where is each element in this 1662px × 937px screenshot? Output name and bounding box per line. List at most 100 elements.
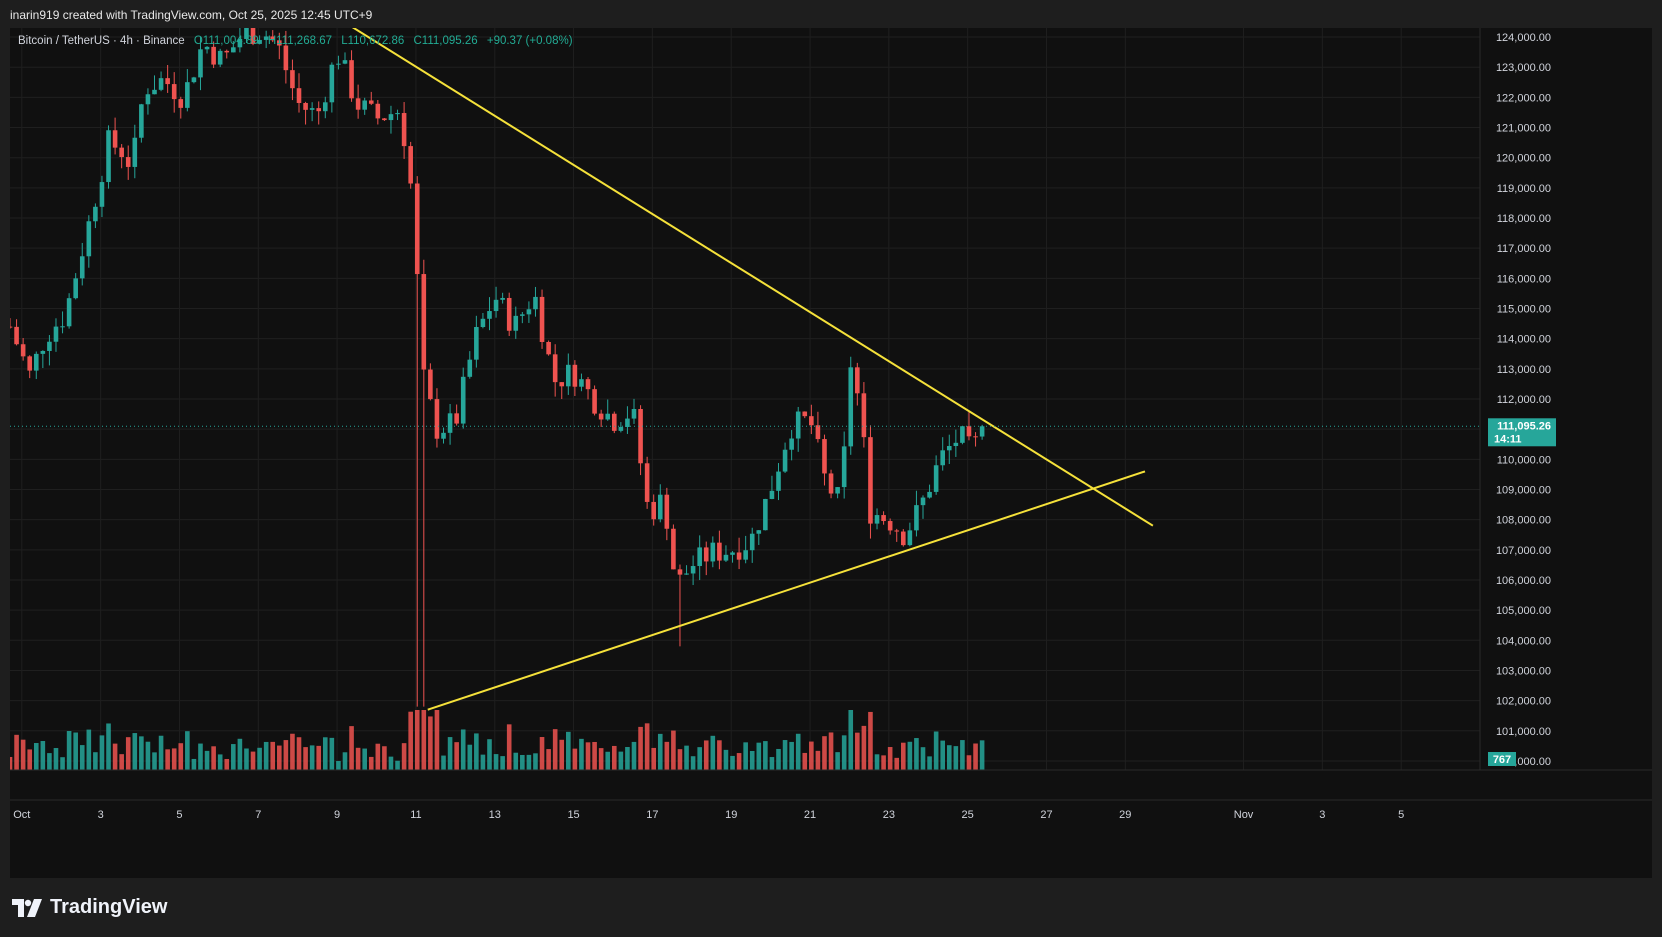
candle-body	[684, 573, 689, 575]
candle-body	[618, 427, 624, 431]
trendlines[interactable]	[349, 28, 1154, 711]
volume-bar	[769, 757, 775, 770]
volume-bar	[927, 756, 932, 770]
volume-bar	[546, 749, 551, 770]
candle-body	[907, 530, 913, 546]
volume-bar	[132, 733, 138, 770]
candle-body	[99, 182, 105, 207]
candle-body	[828, 473, 834, 494]
candle-body	[644, 463, 650, 502]
candle-body	[855, 367, 860, 394]
candle-body	[900, 531, 906, 546]
candle-body	[309, 108, 315, 110]
time-tick-label: 5	[1398, 809, 1404, 821]
candle-body	[677, 569, 683, 575]
volume-bar	[211, 746, 216, 770]
time-tick-label: 3	[1319, 809, 1325, 821]
price-tick-label: 110,000.00	[1497, 454, 1551, 466]
candle-body	[277, 40, 282, 46]
volume-bar	[684, 745, 689, 770]
tradingview-logo[interactable]: TradingView	[12, 896, 167, 919]
volume-bar	[848, 710, 854, 770]
candle-body	[552, 354, 558, 383]
candle-countdown: 14:11	[1494, 433, 1522, 445]
volume-bar	[237, 738, 243, 770]
candle-body	[428, 369, 433, 400]
volume-bar	[99, 735, 105, 770]
price-scale-background[interactable]	[1480, 28, 1652, 770]
volume-bar	[434, 710, 440, 770]
volume-bar	[60, 757, 65, 770]
trendline	[351, 28, 1154, 527]
candle-body	[638, 409, 643, 464]
volume-bar	[119, 754, 124, 770]
volume-bar	[257, 747, 262, 770]
volume-bar	[217, 754, 223, 770]
candle-body	[454, 413, 459, 424]
candle-body	[20, 344, 26, 357]
volume-bar	[421, 710, 427, 770]
volume-bar	[454, 742, 459, 770]
time-axis[interactable]: Oct 3 5 7 9 11 13 15 17 19 21 23 25 27 29 Nov 3 5	[13, 809, 1404, 821]
time-tick-label: 9	[334, 809, 340, 821]
candle-body	[14, 326, 19, 345]
price-tick-label: 116,000.00	[1497, 273, 1551, 285]
volume-bar	[506, 724, 512, 770]
candle-body	[513, 315, 519, 331]
time-tick-label: Oct	[13, 809, 30, 821]
price-tick-label: 114,000.00	[1497, 334, 1551, 346]
volume-bar	[973, 743, 978, 770]
time-tick-label: 27	[1040, 809, 1052, 821]
candle-body	[217, 50, 223, 65]
candle-body	[960, 426, 965, 443]
volume-bar	[749, 751, 755, 770]
candle-body	[723, 554, 729, 561]
candle-body	[717, 542, 722, 561]
volume-bar	[322, 737, 328, 770]
candle-body	[631, 409, 637, 419]
volume-bar	[585, 742, 591, 770]
price-tick-label: 105,000.00	[1496, 605, 1551, 617]
volume-bar	[815, 750, 821, 770]
volume-bar	[566, 731, 571, 770]
price-tick-label: 112,000.00	[1497, 394, 1551, 406]
volume-bar	[940, 740, 946, 770]
time-tick-label: 17	[646, 809, 658, 821]
time-tick-label: 19	[725, 809, 737, 821]
time-tick-label: 25	[962, 809, 974, 821]
volume-bar	[651, 747, 656, 770]
last-price-value: 111,095.26	[1497, 420, 1551, 432]
volume-bar	[690, 756, 696, 770]
candle-body	[178, 99, 184, 108]
volume-bar	[165, 749, 170, 770]
volume-bar	[401, 743, 407, 770]
volume-bar	[270, 741, 276, 770]
candle-body	[388, 114, 394, 121]
price-tick-label: 119,000.00	[1497, 183, 1551, 195]
price-tick-label: 118,000.00	[1497, 213, 1551, 225]
candle-body	[198, 49, 203, 78]
candle-body	[112, 130, 118, 148]
legend-change: +90.37 (+0.08%)	[486, 35, 573, 47]
chart-area[interactable]: 124,000.00 123,000.00 122,000.00 121,000.00…	[10, 28, 1652, 878]
volume-bar	[10, 756, 13, 770]
candle-body	[493, 299, 499, 312]
volume-bar	[835, 752, 840, 770]
candle-body	[395, 113, 400, 115]
candle-body	[566, 364, 571, 387]
candle-body	[881, 515, 886, 522]
candle-body	[822, 439, 827, 474]
candle-body	[559, 382, 565, 387]
volume-bar	[14, 734, 19, 770]
candle-body	[414, 183, 420, 275]
candle-body	[592, 389, 597, 414]
volume-bar	[953, 746, 959, 770]
volume-bar	[447, 737, 453, 770]
candle-body	[86, 221, 92, 257]
legend-high: H111,268.67	[267, 35, 332, 47]
volume-bar	[736, 753, 742, 770]
candle-body	[979, 426, 985, 437]
price-chart[interactable]: 124,000.00 123,000.00 122,000.00 121,000.00…	[10, 28, 1652, 878]
volume-bar	[979, 740, 985, 770]
price-tick-label: 102,000.00	[1496, 696, 1551, 708]
